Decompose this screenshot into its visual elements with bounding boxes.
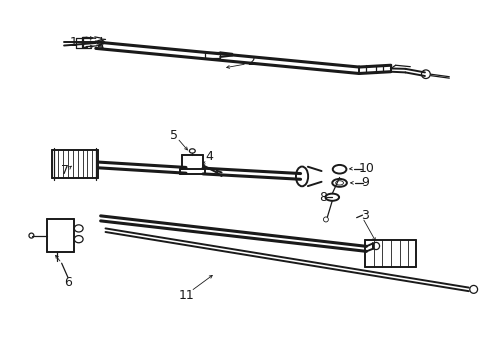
Text: 6: 6: [64, 276, 72, 289]
Text: 7: 7: [61, 164, 69, 177]
Text: 8: 8: [319, 191, 327, 204]
Text: 9: 9: [361, 176, 368, 189]
Text: 1: 1: [70, 36, 78, 49]
Text: 10: 10: [358, 162, 374, 175]
Text: 2: 2: [246, 55, 254, 68]
Text: 4: 4: [204, 150, 212, 163]
Text: 3: 3: [361, 209, 368, 222]
Text: 11: 11: [179, 289, 194, 302]
Text: 5: 5: [169, 129, 178, 142]
